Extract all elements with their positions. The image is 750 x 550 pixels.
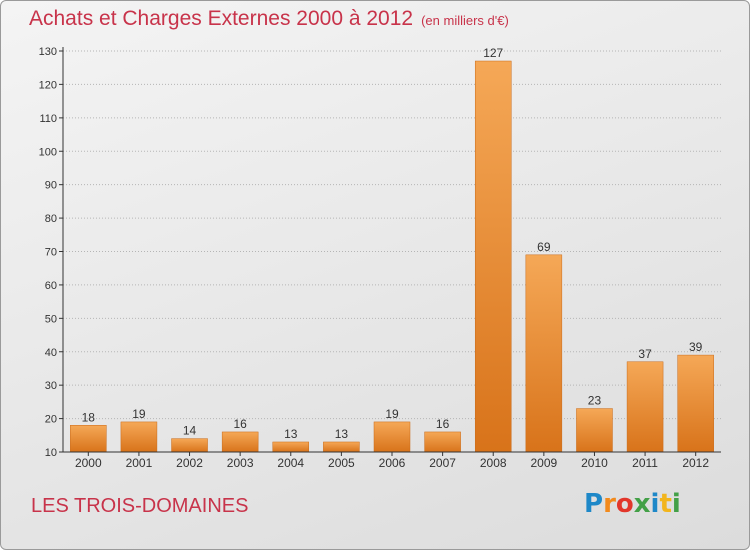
- bar: [525, 254, 563, 453]
- logo-letter: r: [603, 489, 616, 519]
- proxiti-logo: Proxiti: [584, 489, 681, 519]
- x-tick-label: 2004: [277, 456, 304, 470]
- y-tick-label: 110: [39, 113, 57, 125]
- x-tick-label: 2002: [176, 456, 203, 470]
- bar: [323, 441, 360, 453]
- bar: [373, 421, 411, 453]
- y-tick-label: 40: [45, 347, 57, 359]
- x-tick-label: 2009: [530, 456, 557, 470]
- x-tick-label: 2006: [379, 456, 406, 470]
- bar: [626, 361, 664, 453]
- bar: [120, 421, 158, 453]
- gridlines: [63, 50, 721, 453]
- data-label: 127: [483, 46, 503, 60]
- x-tick-label: 2000: [75, 456, 102, 470]
- commune-name: LES TROIS-DOMAINES: [31, 495, 249, 517]
- data-label: 19: [385, 407, 399, 421]
- logo-letter: o: [615, 489, 634, 519]
- x-tick-label: 2012: [682, 456, 709, 470]
- title-text: Achats et Charges Externes 2000 à 2012: [29, 7, 414, 30]
- data-label: 14: [183, 424, 197, 438]
- unit-label: (en milliers d'€): [421, 13, 509, 28]
- chart-title: Achats et Charges Externes 2000 à 2012 (e…: [29, 7, 509, 31]
- y-tick-label: 30: [45, 380, 57, 392]
- y-tick-label: 100: [39, 146, 57, 158]
- data-label: 16: [233, 417, 247, 431]
- y-tick-label: 130: [39, 46, 57, 58]
- data-label: 69: [537, 240, 551, 254]
- data-label: 23: [588, 394, 602, 408]
- data-label: 37: [638, 347, 652, 361]
- x-tick-label: 2010: [581, 456, 608, 470]
- data-label: 19: [132, 407, 146, 421]
- bar: [272, 441, 310, 453]
- x-tick-label: 2005: [328, 456, 355, 470]
- bar: [70, 425, 107, 453]
- x-tick-label: 2008: [480, 456, 507, 470]
- axes: 10 20 30 40 50 60 70 80 90 100 110 120 130 2000 2001 20…: [39, 46, 721, 470]
- x-tick-label: 2011: [632, 456, 658, 470]
- y-tick-label: 60: [45, 280, 57, 292]
- bar: [221, 431, 259, 453]
- y-tick-label: 120: [39, 79, 57, 91]
- y-tick-label: 90: [45, 180, 57, 192]
- x-tick-label: 2003: [227, 456, 254, 470]
- data-label: 39: [689, 340, 703, 354]
- logo-letter: i: [650, 489, 660, 519]
- bar: [171, 438, 208, 453]
- data-label: 18: [82, 410, 96, 424]
- bar: [576, 408, 613, 453]
- bars: 18 19 14 16 13 13 19 16 127 69 23 37 39: [70, 46, 714, 453]
- y-tick-label: 10: [45, 447, 57, 459]
- logo-letter: P: [584, 489, 604, 519]
- bar: [424, 431, 461, 453]
- logo-letter: x: [633, 489, 651, 519]
- data-label: 16: [436, 417, 450, 431]
- y-tick-label: 20: [45, 414, 57, 426]
- y-tick-label: 70: [45, 247, 57, 259]
- logo-letter: t: [659, 489, 672, 519]
- x-tick-label: 2007: [429, 456, 456, 470]
- y-tick-label: 50: [45, 313, 57, 325]
- logo-letter: i: [671, 489, 681, 519]
- x-tick-label: 2001: [126, 456, 153, 470]
- data-label: 13: [335, 427, 349, 441]
- bar: [677, 354, 714, 453]
- y-tick-label: 80: [45, 213, 57, 225]
- bar: [474, 60, 512, 453]
- data-label: 13: [284, 427, 298, 441]
